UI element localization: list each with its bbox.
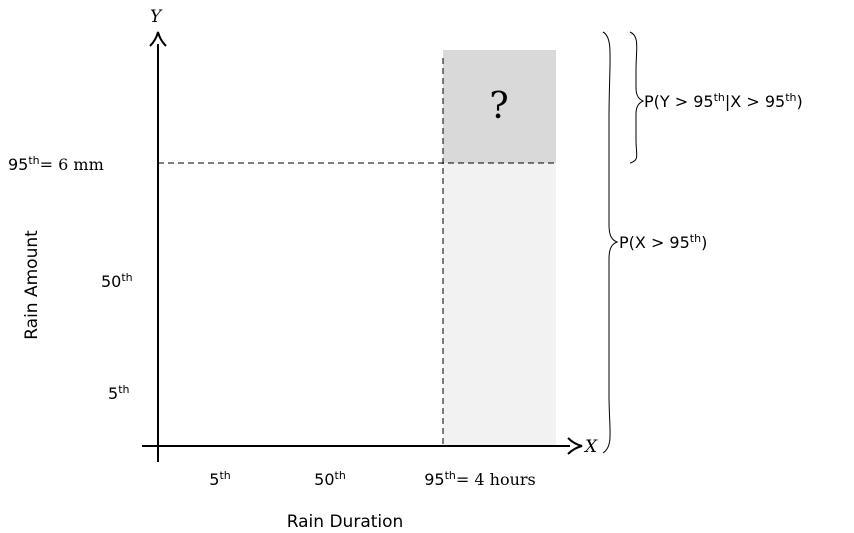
x-axis-arrowhead: [567, 437, 583, 455]
x-tick-5th: 5th: [209, 469, 231, 489]
y-axis-symbol: Y: [150, 7, 163, 27]
y-tick-50th: 50th: [101, 271, 133, 291]
x-axis-label: Rain Duration: [287, 512, 404, 532]
y-tick-5th: 5th: [108, 383, 130, 403]
conditional-probability-brace: [629, 31, 645, 164]
x-axis-symbol: X: [583, 437, 598, 457]
y-axis-arrowhead: [149, 31, 167, 47]
y-axis-label: Rain Amount: [22, 230, 42, 340]
conditional-probability-label: P(Y > 95th|X > 95th): [644, 91, 803, 111]
marginal-probability-label: P(X > 95th): [619, 232, 707, 252]
y-tick-95th: 95th= 6 mm: [8, 154, 104, 174]
joint-region-both-above-95th: [443, 50, 556, 163]
marginal-probability-brace: [602, 31, 619, 454]
marginal-region-x-above-95th: [443, 163, 556, 446]
x-tick-95th: 95th= 4 hours: [424, 469, 536, 489]
x-tick-50th: 50th: [314, 469, 346, 489]
question-mark: ?: [489, 86, 508, 127]
